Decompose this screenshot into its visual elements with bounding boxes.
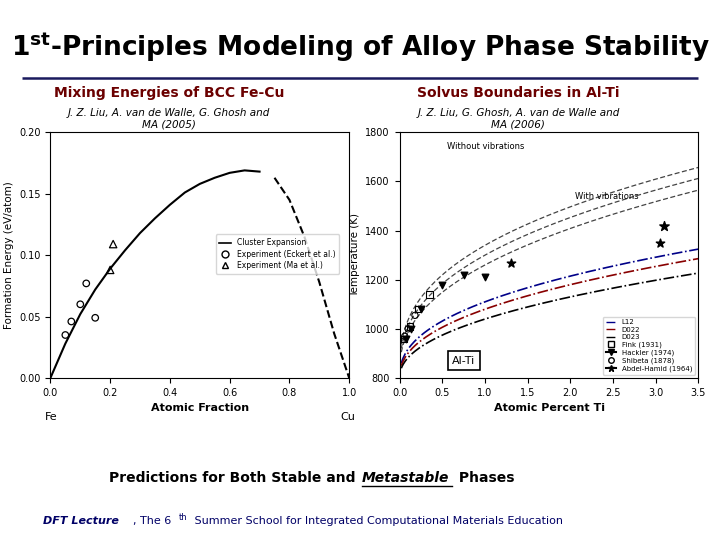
D023 <box>647 278 656 284</box>
Text: Summer School for Integrated Computational Materials Education: Summer School for Integrated Computation… <box>191 516 563 526</box>
Point <box>405 325 416 333</box>
Text: Metastable: Metastable <box>362 471 449 485</box>
Text: J. Z. Liu, G. Ghosh, A. van de Walle and: J. Z. Liu, G. Ghosh, A. van de Walle and <box>417 108 620 118</box>
Point <box>423 290 435 299</box>
Text: Fe: Fe <box>45 413 57 422</box>
Point <box>399 332 410 341</box>
Point <box>400 334 411 343</box>
Point <box>104 266 116 274</box>
L12 <box>579 269 588 276</box>
L12 <box>694 246 703 252</box>
Text: th: th <box>179 513 187 522</box>
Point <box>458 271 469 279</box>
Point <box>81 279 92 288</box>
Point <box>505 258 516 267</box>
Text: MA (2005): MA (2005) <box>143 120 196 130</box>
Point <box>89 314 101 322</box>
X-axis label: Atomic Percent Ti: Atomic Percent Ti <box>493 403 605 413</box>
L12 <box>647 255 656 261</box>
Point <box>659 221 670 230</box>
Text: DFT Lecture: DFT Lecture <box>43 516 119 526</box>
L12 <box>398 357 407 363</box>
D022 <box>666 260 675 267</box>
Y-axis label: Temperature (K): Temperature (K) <box>350 213 360 297</box>
L12 <box>573 271 582 278</box>
Text: 1$^{\mathbf{st}}$-Principles Modeling of Alloy Phase Stability: 1$^{\mathbf{st}}$-Principles Modeling of… <box>11 30 709 64</box>
Point <box>654 239 666 247</box>
Point <box>413 305 424 314</box>
Line: D022: D022 <box>401 259 698 366</box>
Line: L12: L12 <box>401 249 698 363</box>
Text: , The 6: , The 6 <box>133 516 171 526</box>
Text: Al-Ti: Al-Ti <box>452 356 475 366</box>
Point <box>415 305 427 314</box>
Text: J. Z. Liu, A. van de Walle, G. Ghosh and: J. Z. Liu, A. van de Walle, G. Ghosh and <box>68 108 271 118</box>
D023 <box>666 274 675 281</box>
Line: D023: D023 <box>401 273 698 368</box>
Point <box>404 322 415 330</box>
D022 <box>647 264 656 271</box>
Point <box>66 317 77 326</box>
D023 <box>579 291 588 298</box>
Point <box>60 330 71 339</box>
D022 <box>397 362 405 369</box>
L12 <box>666 251 675 258</box>
Text: With vibrations: With vibrations <box>575 192 638 201</box>
Legend: Cluster Expansion, Experiment (Eckert et al.), Experiment (Ma et al.): Cluster Expansion, Experiment (Eckert et… <box>215 234 339 274</box>
Text: Solvus Boundaries in Al-Ti: Solvus Boundaries in Al-Ti <box>417 86 620 100</box>
D022 <box>574 280 582 286</box>
Point <box>480 273 491 281</box>
Text: Without vibrations: Without vibrations <box>446 142 524 151</box>
D023 <box>397 365 405 372</box>
D023 <box>573 292 582 299</box>
Point <box>75 300 86 309</box>
D022 <box>573 280 582 286</box>
D022 <box>694 255 703 262</box>
D023 <box>398 363 407 369</box>
X-axis label: Atomic Fraction: Atomic Fraction <box>150 403 249 413</box>
D022 <box>579 279 588 285</box>
Text: MA (2006): MA (2006) <box>492 120 545 130</box>
D022 <box>398 360 407 366</box>
D023 <box>694 270 703 276</box>
Text: Cu: Cu <box>341 413 355 422</box>
D023 <box>574 292 582 299</box>
L12 <box>574 271 582 278</box>
Point <box>402 325 414 333</box>
Legend: L12, D022, D023, Fink (1931), Hackler (1974), Shibeta (1878), Abdel-Hamid (1964): L12, D022, D023, Fink (1931), Hackler (1… <box>603 316 695 375</box>
Point <box>436 280 448 289</box>
Text: Phases: Phases <box>454 471 514 485</box>
Text: Predictions for Both Stable and: Predictions for Both Stable and <box>109 471 360 485</box>
Point <box>409 311 420 320</box>
Point <box>107 240 119 248</box>
Text: Mixing Energies of BCC Fe-Cu: Mixing Energies of BCC Fe-Cu <box>54 86 284 100</box>
Point <box>398 335 410 343</box>
Y-axis label: Formation Energy (eV/atom): Formation Energy (eV/atom) <box>4 181 14 329</box>
L12 <box>397 360 405 367</box>
